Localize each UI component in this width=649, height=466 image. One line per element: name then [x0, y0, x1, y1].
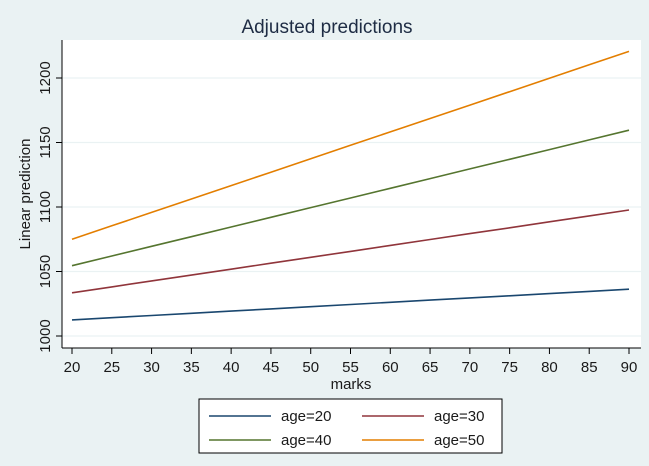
- y-tick-label: 1200: [37, 61, 54, 94]
- x-tick-label: 60: [382, 359, 399, 376]
- x-tick-label: 90: [621, 359, 638, 376]
- legend-box: [198, 398, 503, 454]
- x-tick-label: 35: [183, 359, 200, 376]
- gridlines: [62, 77, 641, 337]
- axes: [61, 40, 641, 349]
- plot-area: [62, 40, 641, 348]
- series-line-age-20: [71, 288, 630, 321]
- series-line-age-30: [71, 209, 630, 294]
- legend-label: age=40: [281, 432, 331, 449]
- y-tick-label: 1150: [37, 126, 54, 158]
- legend-label: age=50: [434, 432, 484, 449]
- x-tick-label: 45: [263, 359, 280, 376]
- x-tick-label: 85: [581, 359, 598, 376]
- x-tick-label: 80: [541, 359, 558, 376]
- series-line-age-50: [71, 50, 630, 241]
- y-tick-label: 1100: [37, 191, 54, 223]
- x-tick-label: 50: [302, 359, 319, 376]
- y-axis-title: Linear prediction: [17, 139, 34, 250]
- series-line-age-40: [71, 129, 630, 267]
- x-tick-label: 75: [501, 359, 518, 376]
- x-tick-label: 30: [143, 359, 160, 376]
- legend: age=20 age=30 age=40 age=50: [198, 398, 503, 454]
- x-tick-label: 40: [223, 359, 240, 376]
- y-tick-label: 1050: [37, 255, 54, 288]
- x-tick-label: 70: [462, 359, 479, 376]
- x-tick-label: 65: [422, 359, 439, 376]
- series-lines: [71, 50, 630, 321]
- legend-label: age=20: [281, 408, 331, 425]
- x-tick-label: 25: [103, 359, 120, 376]
- x-axis-ticks: 20 25 30 35 40 45 50 55 60 65 70 75 80 85 90: [64, 348, 638, 376]
- y-tick-label: 1000: [37, 319, 54, 352]
- x-axis-title: marks: [331, 376, 372, 393]
- x-tick-label: 20: [64, 359, 81, 376]
- chart-title: Adjusted predictions: [241, 17, 412, 38]
- legend-label: age=30: [434, 408, 484, 425]
- y-axis-ticks: 1000 1050 1100 1150 1200: [37, 61, 62, 353]
- x-tick-label: 55: [342, 359, 359, 376]
